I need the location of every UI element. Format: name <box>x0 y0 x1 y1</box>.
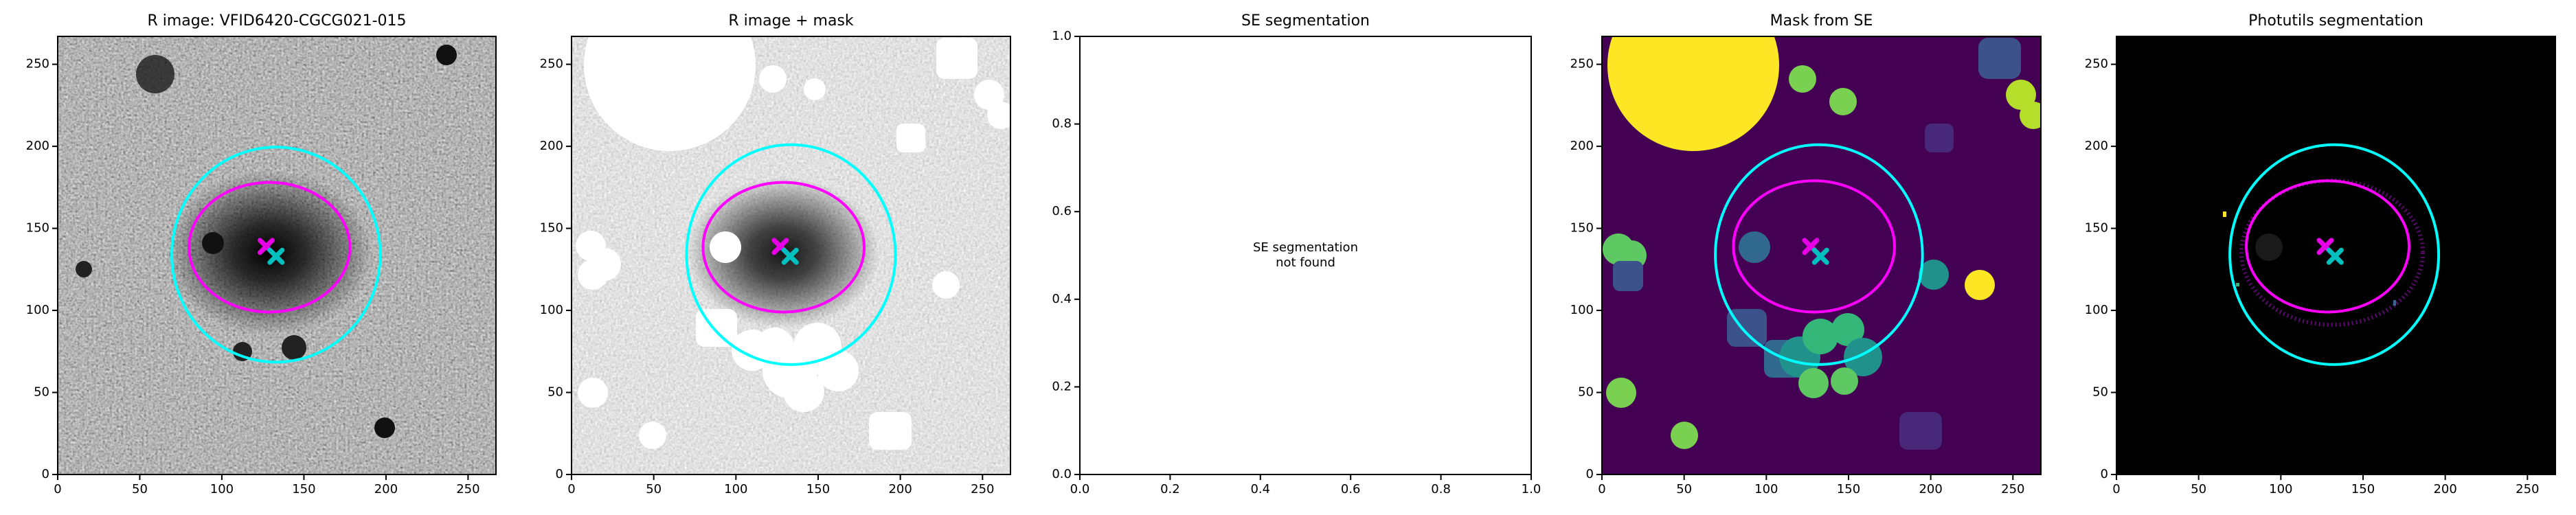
x-tick-label: 200 <box>374 482 398 496</box>
panel-title: Photutils segmentation <box>2248 12 2424 30</box>
annotation: SE segmentation <box>1253 240 1358 255</box>
aperture <box>685 143 897 366</box>
x-tick-label: 150 <box>1837 482 1860 496</box>
overlay <box>1714 143 1924 366</box>
y-tick-label: 0 <box>2101 467 2108 481</box>
aperture <box>1714 143 1924 366</box>
x-tick-label: 0 <box>1598 482 1605 496</box>
y-tick-label: 200 <box>2085 139 2108 153</box>
x-tick-label: 0 <box>2112 482 2120 496</box>
x-tick-label: 100 <box>1754 482 1778 496</box>
x-tick-label: 0.0 <box>1070 482 1090 496</box>
aperture <box>188 181 352 314</box>
y-tick-label: 0 <box>556 467 563 481</box>
y-tick-label: 200 <box>1570 139 1594 153</box>
y-tick-label: 50 <box>2092 385 2108 400</box>
x-tick-label: 50 <box>132 482 148 496</box>
overlay <box>170 146 382 364</box>
x-tick-label: 250 <box>971 482 994 496</box>
x-tick-label: 50 <box>2191 482 2206 496</box>
axes-frame <box>57 36 497 475</box>
center-marker <box>1811 247 1829 265</box>
y-tick-label: 100 <box>26 303 49 317</box>
axes-frame <box>2116 36 2556 475</box>
aperture <box>2228 143 2441 366</box>
aperture <box>2245 179 2410 314</box>
y-tick-label: 0.8 <box>1052 117 1072 131</box>
x-tick-label: 1.0 <box>1522 482 1541 496</box>
x-tick-label: 100 <box>2269 482 2292 496</box>
x-tick-label: 250 <box>2516 482 2539 496</box>
center-marker <box>267 247 285 265</box>
y-tick-label: 250 <box>540 57 563 71</box>
x-tick-label: 150 <box>806 482 830 496</box>
y-tick-label: 150 <box>2085 221 2108 236</box>
y-tick-label: 150 <box>26 221 49 236</box>
x-tick-label: 0.8 <box>1431 482 1451 496</box>
x-tick-label: 100 <box>210 482 234 496</box>
y-tick-label: 1.0 <box>1052 29 1072 43</box>
x-tick-label: 0.6 <box>1341 482 1361 496</box>
x-tick-label: 150 <box>2351 482 2375 496</box>
annotation: not found <box>1276 255 1335 270</box>
image-masked <box>572 36 1010 474</box>
panel-title: Mask from SE <box>1770 12 1873 30</box>
y-tick-label: 50 <box>1578 385 1594 400</box>
overlay <box>2228 143 2441 366</box>
aperture <box>170 146 382 364</box>
axes-frame <box>1079 36 1532 475</box>
panel-title: R image + mask <box>728 12 854 30</box>
y-tick-label: 50 <box>547 385 563 400</box>
y-tick-label: 0 <box>1586 467 1594 481</box>
x-tick-label: 250 <box>456 482 479 496</box>
image-se-mask <box>1602 36 2041 474</box>
y-tick-label: 150 <box>1570 221 1594 236</box>
x-tick-label: 0 <box>54 482 61 496</box>
x-tick-label: 100 <box>724 482 747 496</box>
axes-frame <box>571 36 1011 475</box>
y-tick-label: 100 <box>1570 303 1594 317</box>
aperture <box>701 181 866 314</box>
x-tick-label: 50 <box>1676 482 1692 496</box>
x-tick-label: 200 <box>1919 482 1942 496</box>
x-tick-label: 150 <box>292 482 315 496</box>
y-tick-label: 0.6 <box>1052 204 1072 218</box>
y-tick-label: 150 <box>540 221 563 236</box>
overlay <box>685 143 897 366</box>
x-tick-label: 0.2 <box>1160 482 1180 496</box>
x-tick-label: 250 <box>2001 482 2024 496</box>
panel-title: R image: VFID6420-CGCG021-015 <box>147 12 406 30</box>
y-tick-label: 100 <box>540 303 563 317</box>
y-tick-label: 0.0 <box>1052 467 1072 481</box>
y-tick-label: 0 <box>42 467 49 481</box>
center-marker <box>781 247 799 265</box>
y-tick-label: 250 <box>1570 57 1594 71</box>
x-tick-label: 0 <box>567 482 575 496</box>
y-tick-label: 50 <box>34 385 49 400</box>
aperture <box>1732 179 1896 314</box>
y-tick-label: 250 <box>2085 57 2108 71</box>
y-tick-label: 200 <box>540 139 563 153</box>
axes-frame <box>1601 36 2042 475</box>
y-tick-label: 100 <box>2085 303 2108 317</box>
y-tick-label: 0.4 <box>1052 292 1072 306</box>
x-tick-label: 0.4 <box>1250 482 1270 496</box>
x-tick-label: 50 <box>646 482 662 496</box>
center-marker <box>2326 247 2344 265</box>
y-tick-label: 0.2 <box>1052 379 1072 393</box>
x-tick-label: 200 <box>888 482 912 496</box>
y-tick-label: 200 <box>26 139 49 153</box>
y-tick-label: 250 <box>26 57 49 71</box>
x-tick-label: 200 <box>2433 482 2456 496</box>
panel-title: SE segmentation <box>1241 12 1370 30</box>
